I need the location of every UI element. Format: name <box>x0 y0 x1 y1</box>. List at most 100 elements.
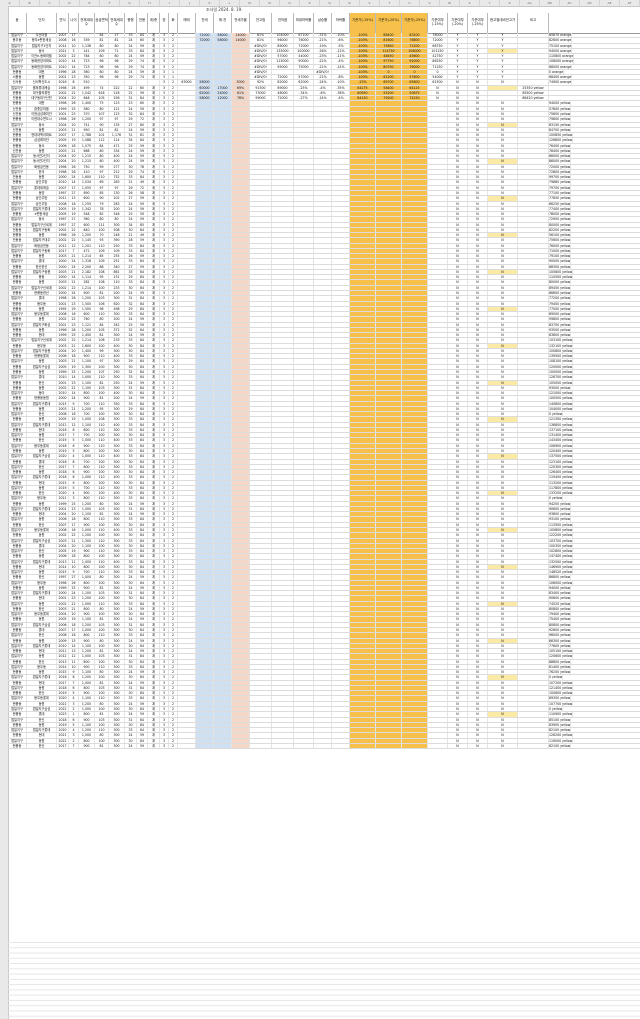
table-cell[interactable]: 2002 <box>57 285 69 291</box>
table-cell[interactable]: 2 <box>169 117 178 122</box>
table-cell[interactable] <box>178 659 196 664</box>
table-cell[interactable]: 계 <box>148 733 160 738</box>
table-row[interactable]: 법일지구 한신 2008 16 800 110 300 33 84 계 3 2 N N N 98000 yel… <box>8 633 640 639</box>
table-cell[interactable]: 30 <box>125 675 137 680</box>
table-cell[interactable] <box>272 254 294 259</box>
table-cell[interactable] <box>376 238 402 243</box>
table-cell[interactable]: 81% <box>250 38 272 43</box>
table-cell[interactable]: 84 <box>137 417 148 422</box>
table-cell[interactable]: 1,200 <box>79 533 95 538</box>
table-cell[interactable] <box>332 217 350 222</box>
table-cell[interactable]: 현풍동 <box>8 733 27 738</box>
table-cell[interactable]: 2018 <box>57 717 69 722</box>
table-cell[interactable] <box>376 396 402 401</box>
table-cell[interactable] <box>232 712 250 717</box>
table-cell[interactable]: N <box>448 554 468 559</box>
table-cell[interactable] <box>214 227 232 233</box>
table-cell[interactable] <box>250 496 272 501</box>
table-cell[interactable] <box>196 670 214 675</box>
table-cell[interactable]: N <box>468 643 488 649</box>
table-cell[interactable]: 현풍동 <box>8 606 27 612</box>
table-cell[interactable] <box>428 359 448 364</box>
table-cell[interactable]: 110 <box>95 454 109 459</box>
table-cell[interactable]: 117800 yellow <box>549 485 574 491</box>
table-cell[interactable]: 21 <box>69 538 79 543</box>
table-cell[interactable]: N <box>468 248 488 254</box>
table-cell[interactable]: 1,114 <box>79 275 95 280</box>
table-cell[interactable]: 1,000 <box>79 628 95 633</box>
table-cell[interactable]: 33 <box>125 454 137 459</box>
table-row[interactable]: 법일지구 법일지구롯데 2005 19 1,342 78 200 24 59 계 3 2 N N N 7740… <box>8 206 640 213</box>
table-cell[interactable]: 계 <box>148 575 160 580</box>
table-cell[interactable]: N <box>448 380 468 385</box>
table-cell[interactable]: N <box>448 396 468 401</box>
table-cell[interactable]: 현풍동 <box>8 280 27 285</box>
table-cell[interactable] <box>214 643 232 649</box>
table-cell[interactable]: 120400 yellow <box>549 448 574 454</box>
table-cell[interactable] <box>376 459 402 464</box>
table-row[interactable]: 현풍동 한신 2019 5 900 100 300 30 84 계 3 2 N N N 100600 yell… <box>8 691 640 697</box>
table-cell[interactable]: 동원 <box>27 738 57 743</box>
table-cell[interactable]: 27 <box>69 222 79 227</box>
table-cell[interactable]: 1,200 <box>79 501 95 506</box>
table-cell[interactable]: N <box>488 570 518 575</box>
table-cell[interactable]: 2018 <box>57 443 69 448</box>
table-cell[interactable] <box>314 517 332 522</box>
table-cell[interactable]: N <box>448 280 468 285</box>
table-cell[interactable]: 82600 orange <box>549 38 573 43</box>
table-cell[interactable]: 법일지구 <box>8 217 27 222</box>
table-cell[interactable]: 7 <box>69 433 79 438</box>
table-cell[interactable] <box>214 570 232 575</box>
table-row[interactable]: 법일지구 법일지구롯데 2013 11 1,000 110 400 33 84 계 3 2 N N N 132… <box>8 559 640 565</box>
table-cell[interactable] <box>232 538 250 543</box>
table-cell[interactable] <box>314 464 332 470</box>
table-cell[interactable]: 300 <box>109 570 125 575</box>
table-cell[interactable] <box>214 617 232 622</box>
table-cell[interactable] <box>294 148 314 154</box>
table-cell[interactable] <box>232 117 250 122</box>
table-cell[interactable] <box>314 148 332 154</box>
table-cell[interactable]: 59 <box>137 501 148 506</box>
table-cell[interactable]: 24 <box>69 275 79 280</box>
table-cell[interactable] <box>294 659 314 664</box>
table-cell[interactable]: 법일지구롯데 <box>27 206 57 212</box>
table-cell[interactable]: N <box>448 412 468 417</box>
table-cell[interactable] <box>332 585 350 591</box>
table-cell[interactable] <box>350 738 376 743</box>
table-cell[interactable] <box>214 738 232 743</box>
table-cell[interactable] <box>178 254 196 259</box>
table-cell[interactable] <box>214 496 232 501</box>
table-cell[interactable]: 현풍동 <box>8 101 27 106</box>
table-row[interactable]: 법일지구 법일지구삼성 2022 2 1,000 100 300 30 84 계 3 2 N N N 0 ye… <box>8 707 640 713</box>
table-cell[interactable] <box>376 291 402 296</box>
table-cell[interactable]: 1,000 <box>79 559 95 564</box>
table-cell[interactable]: 3 <box>160 312 169 317</box>
table-cell[interactable]: 3 <box>160 664 169 670</box>
table-cell[interactable] <box>518 485 549 491</box>
table-cell[interactable]: 1,500 <box>79 306 95 312</box>
table-cell[interactable]: 현대 <box>27 680 57 685</box>
table-cell[interactable]: 32 <box>125 111 137 117</box>
table-cell[interactable] <box>294 364 314 369</box>
table-cell[interactable]: N <box>468 206 488 212</box>
table-cell[interactable]: 현대 <box>27 333 57 338</box>
table-cell[interactable] <box>314 238 332 243</box>
table-cell[interactable] <box>332 722 350 728</box>
table-row[interactable]: 법일지구 화랑궁전동 2012 12 1,201 110 250 33 84 계 3 2 N N N 7600… <box>8 243 640 249</box>
table-cell[interactable]: 400 <box>109 527 125 533</box>
table-cell[interactable]: N <box>448 633 468 638</box>
table-cell[interactable] <box>196 638 214 643</box>
table-cell[interactable] <box>402 222 428 227</box>
table-cell[interactable] <box>350 154 376 159</box>
table-cell[interactable]: 80 <box>95 501 109 506</box>
table-cell[interactable] <box>272 722 294 728</box>
table-cell[interactable] <box>178 59 196 64</box>
table-cell[interactable]: 59 <box>137 238 148 243</box>
table-cell[interactable]: 법일지구 <box>8 296 27 301</box>
table-cell[interactable] <box>214 117 232 122</box>
table-cell[interactable]: 계 <box>148 54 160 59</box>
table-cell[interactable] <box>272 217 294 222</box>
table-cell[interactable] <box>428 164 448 169</box>
table-cell[interactable] <box>196 64 214 69</box>
table-cell[interactable] <box>314 633 332 638</box>
